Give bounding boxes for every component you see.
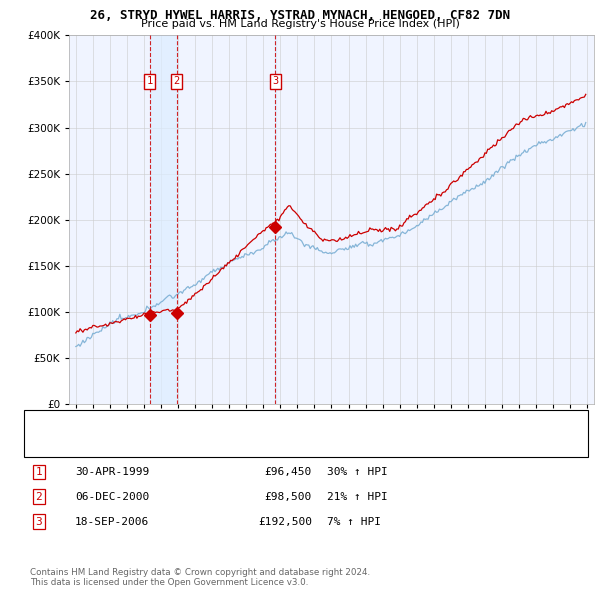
- Text: £96,450: £96,450: [265, 467, 312, 477]
- Text: 06-DEC-2000: 06-DEC-2000: [75, 492, 149, 502]
- Text: 7% ↑ HPI: 7% ↑ HPI: [327, 517, 381, 526]
- Text: 2: 2: [173, 77, 180, 87]
- Text: 30-APR-1999: 30-APR-1999: [75, 467, 149, 477]
- Text: 2: 2: [35, 492, 43, 502]
- Text: 26, STRYD HYWEL HARRIS, YSTRAD MYNACH, HENGOED, CF82 7DN (detached house): 26, STRYD HYWEL HARRIS, YSTRAD MYNACH, H…: [69, 418, 495, 428]
- Text: ────: ────: [36, 438, 66, 451]
- Text: £192,500: £192,500: [258, 517, 312, 526]
- Text: ────: ────: [36, 417, 66, 430]
- Text: HPI: Average price, detached house, Caerphilly: HPI: Average price, detached house, Caer…: [69, 439, 304, 449]
- Text: 18-SEP-2006: 18-SEP-2006: [75, 517, 149, 526]
- Text: 26, STRYD HYWEL HARRIS, YSTRAD MYNACH, HENGOED, CF82 7DN: 26, STRYD HYWEL HARRIS, YSTRAD MYNACH, H…: [90, 9, 510, 22]
- Text: 21% ↑ HPI: 21% ↑ HPI: [327, 492, 388, 502]
- Text: £98,500: £98,500: [265, 492, 312, 502]
- Text: Price paid vs. HM Land Registry's House Price Index (HPI): Price paid vs. HM Land Registry's House …: [140, 19, 460, 30]
- Text: Contains HM Land Registry data © Crown copyright and database right 2024.
This d: Contains HM Land Registry data © Crown c…: [30, 568, 370, 587]
- Bar: [149, 35, 177, 404]
- Text: 1: 1: [146, 77, 153, 87]
- Text: 3: 3: [35, 517, 43, 526]
- Text: 1: 1: [35, 467, 43, 477]
- Text: 30% ↑ HPI: 30% ↑ HPI: [327, 467, 388, 477]
- Text: 3: 3: [272, 77, 278, 87]
